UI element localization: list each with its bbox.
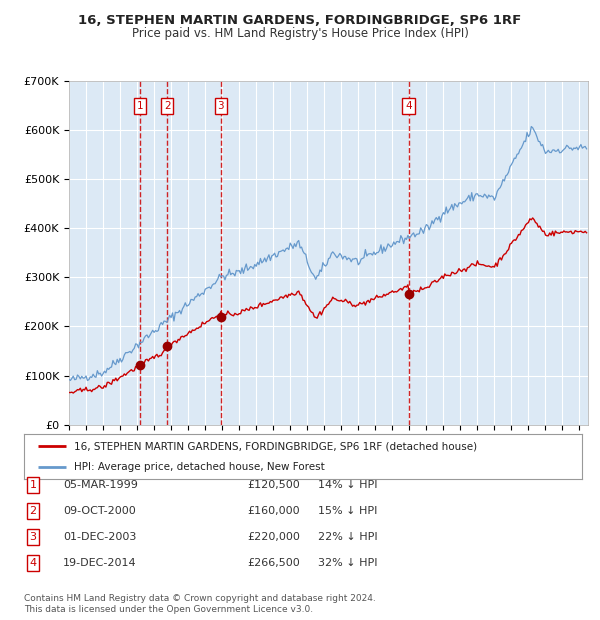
Text: 1: 1 <box>29 480 37 490</box>
Text: 4: 4 <box>29 558 37 568</box>
Text: 22% ↓ HPI: 22% ↓ HPI <box>318 532 377 542</box>
Text: 3: 3 <box>217 101 224 111</box>
Text: 1: 1 <box>137 101 143 111</box>
Text: 19-DEC-2014: 19-DEC-2014 <box>63 558 137 568</box>
Text: £266,500: £266,500 <box>247 558 300 568</box>
Text: 15% ↓ HPI: 15% ↓ HPI <box>318 506 377 516</box>
Text: £120,500: £120,500 <box>247 480 300 490</box>
Text: 16, STEPHEN MARTIN GARDENS, FORDINGBRIDGE, SP6 1RF: 16, STEPHEN MARTIN GARDENS, FORDINGBRIDG… <box>79 14 521 27</box>
Text: Price paid vs. HM Land Registry's House Price Index (HPI): Price paid vs. HM Land Registry's House … <box>131 27 469 40</box>
Text: This data is licensed under the Open Government Licence v3.0.: This data is licensed under the Open Gov… <box>24 604 313 614</box>
Text: 3: 3 <box>29 532 37 542</box>
Text: 2: 2 <box>29 506 37 516</box>
Text: 16, STEPHEN MARTIN GARDENS, FORDINGBRIDGE, SP6 1RF (detached house): 16, STEPHEN MARTIN GARDENS, FORDINGBRIDG… <box>74 441 478 451</box>
Text: 4: 4 <box>406 101 412 111</box>
Text: 05-MAR-1999: 05-MAR-1999 <box>63 480 138 490</box>
Text: 2: 2 <box>164 101 170 111</box>
Text: 32% ↓ HPI: 32% ↓ HPI <box>318 558 377 568</box>
Text: HPI: Average price, detached house, New Forest: HPI: Average price, detached house, New … <box>74 461 325 472</box>
Text: £160,000: £160,000 <box>247 506 300 516</box>
Text: 09-OCT-2000: 09-OCT-2000 <box>63 506 136 516</box>
Text: Contains HM Land Registry data © Crown copyright and database right 2024.: Contains HM Land Registry data © Crown c… <box>24 593 376 603</box>
Text: 01-DEC-2003: 01-DEC-2003 <box>63 532 136 542</box>
Text: £220,000: £220,000 <box>247 532 300 542</box>
Text: 14% ↓ HPI: 14% ↓ HPI <box>318 480 377 490</box>
